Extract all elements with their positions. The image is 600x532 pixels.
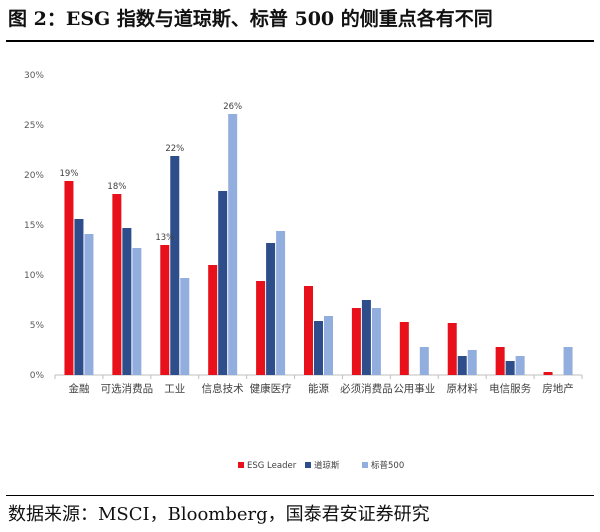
legend-swatch <box>305 462 311 468</box>
bar-标普500 <box>419 347 429 375</box>
y-tick-label: 0% <box>30 371 45 381</box>
bar-道琼斯 <box>505 361 515 375</box>
bar-esg-leader <box>495 347 505 375</box>
source-rule <box>6 495 594 496</box>
data-label: 13% <box>155 233 174 243</box>
bar-道琼斯 <box>74 219 84 375</box>
x-tick-label: 可选消费品 <box>101 382 154 395</box>
bar-标普500 <box>228 114 238 375</box>
x-tick-label: 工业 <box>164 383 185 395</box>
y-tick-label: 20% <box>24 171 44 181</box>
bar-esg-leader <box>543 372 553 375</box>
bar-标普500 <box>324 316 333 375</box>
bar-道琼斯 <box>266 243 276 375</box>
bar-标普500 <box>276 231 286 375</box>
title-rule <box>6 40 594 42</box>
bar-esg-leader <box>256 281 266 375</box>
bar-道琼斯 <box>170 156 180 375</box>
legend-swatch <box>238 462 244 468</box>
bar-标普500 <box>563 347 573 375</box>
y-tick-label: 30% <box>24 71 44 81</box>
y-tick-label: 25% <box>24 121 44 131</box>
y-tick-label: 5% <box>30 321 45 331</box>
x-tick-label: 电信服务 <box>489 382 531 395</box>
data-label: 19% <box>60 169 79 179</box>
data-label: 22% <box>165 144 184 154</box>
data-label: 26% <box>223 102 242 112</box>
bar-道琼斯 <box>218 191 228 375</box>
x-tick-label: 房地产 <box>542 382 574 395</box>
bar-标普500 <box>132 248 142 375</box>
x-tick-label: 金融 <box>68 382 89 395</box>
legend-label: 标普500 <box>371 460 404 471</box>
bar-esg-leader <box>160 245 170 375</box>
source-note: 数据来源：MSCI，Bloomberg，国泰君安证券研究 <box>8 504 430 525</box>
x-tick-label: 能源 <box>308 382 329 395</box>
legend-label: 道琼斯 <box>314 460 340 471</box>
bar-esg-leader <box>399 322 409 375</box>
bar-道琼斯 <box>361 300 371 375</box>
figure-title: 图 2：ESG 指数与道琼斯、标普 500 的侧重点各有不同 <box>8 8 493 30</box>
y-tick-label: 10% <box>24 271 44 281</box>
bar-chart: 0% 5% 10% 15% 20% 25% 30% 金融 可选消费品 工业 信息技术 健康医疗 能源 必须… <box>24 71 583 471</box>
data-label: 18% <box>107 182 126 192</box>
bar-标普500 <box>467 350 477 375</box>
legend-swatch <box>362 462 368 468</box>
x-tick-label: 必须消费品 <box>340 382 393 395</box>
x-tick-label: 原材料 <box>446 382 478 395</box>
bar-标普500 <box>180 278 190 375</box>
bar-道琼斯 <box>457 356 467 375</box>
x-tick-label: 健康医疗 <box>250 382 292 395</box>
bar-道琼斯 <box>314 321 323 375</box>
bar-esg-leader <box>64 181 74 375</box>
bar-标普500 <box>371 308 381 375</box>
bar-esg-leader <box>112 194 122 375</box>
bar-esg-leader <box>447 323 457 375</box>
x-tick-label: 信息技术 <box>202 382 244 395</box>
bar-标普500 <box>515 356 525 375</box>
bar-标普500 <box>84 234 94 375</box>
bar-esg-leader <box>304 286 313 375</box>
bar-道琼斯 <box>122 228 132 375</box>
legend-label: ESG Leader <box>247 461 297 471</box>
bar-esg-leader <box>208 265 218 375</box>
bar-esg-leader <box>351 308 361 375</box>
y-tick-label: 15% <box>24 221 44 231</box>
x-tick-label: 公用事业 <box>393 382 435 395</box>
